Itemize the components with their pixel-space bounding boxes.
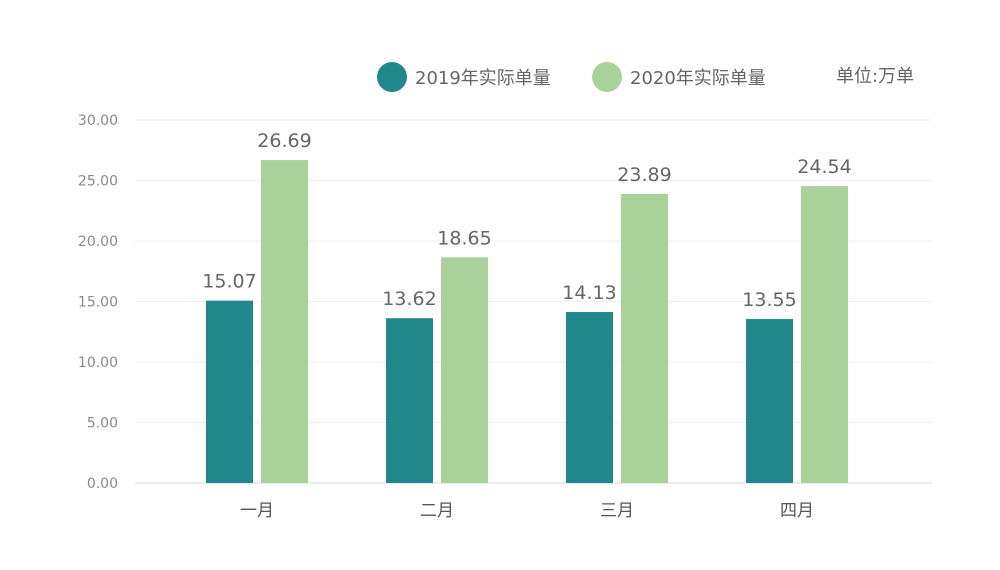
y-axis: 0.00 5.00 10.00 15.00 20.00 25.00 30.00	[78, 113, 118, 492]
bar-2020	[261, 160, 308, 483]
y-tick-label: 15.00	[78, 295, 118, 311]
x-tick-label: 四月	[780, 501, 814, 521]
y-tick-label: 25.00	[78, 174, 118, 190]
bar-2020	[621, 193, 668, 483]
data-labels: 15.07 26.69 13.62 18.65 14.13 23.89 13.55 24.54	[202, 130, 851, 311]
bar-2020	[441, 257, 488, 483]
y-tick-label: 5.00	[87, 416, 118, 432]
data-label: 13.55	[742, 289, 796, 311]
bar-2019	[746, 319, 793, 483]
x-tick-label: 一月	[240, 501, 274, 521]
data-label: 13.62	[382, 288, 436, 310]
bar-2019	[386, 318, 433, 483]
legend-label-2020: 2020年实际单量	[630, 68, 766, 89]
data-label: 15.07	[202, 271, 256, 293]
data-label: 23.89	[617, 164, 671, 186]
data-label: 18.65	[437, 227, 491, 249]
legend-item-2019: 2019年实际单量	[377, 62, 551, 92]
data-label: 26.69	[257, 130, 311, 152]
data-label: 24.54	[797, 156, 851, 178]
bar-2020	[801, 186, 848, 484]
y-tick-label: 20.00	[78, 234, 118, 250]
legend-swatch-2019	[377, 62, 407, 92]
x-axis: 一月 二月 三月 四月	[240, 501, 814, 521]
y-tick-label: 10.00	[78, 355, 118, 371]
y-tick-label: 0.00	[87, 476, 118, 492]
y-tick-label: 30.00	[78, 113, 118, 129]
bar-2019	[206, 300, 253, 483]
legend-label-2019: 2019年实际单量	[415, 68, 551, 89]
data-label: 14.13	[562, 282, 616, 304]
bars	[206, 160, 848, 484]
x-tick-label: 三月	[600, 501, 634, 521]
legend-swatch-2020	[592, 62, 622, 92]
x-tick-label: 二月	[420, 501, 454, 521]
bar-2019	[566, 312, 613, 483]
unit-label: 单位:万单	[836, 66, 915, 87]
legend-item-2020: 2020年实际单量	[592, 62, 766, 92]
